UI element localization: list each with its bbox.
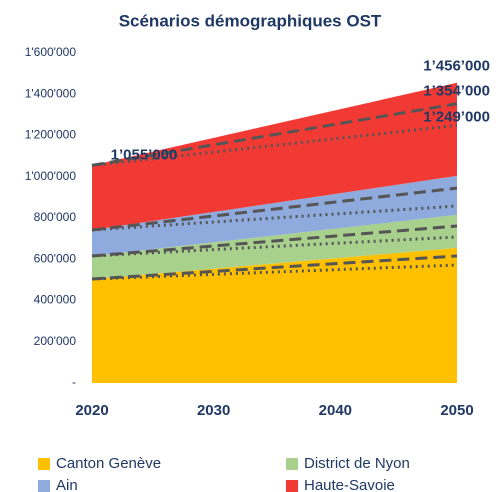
y-tick-label: -	[72, 375, 76, 389]
legend-swatch	[286, 480, 298, 492]
annotation: 1’354’000	[423, 83, 490, 100]
y-tick-label: 1'400'000	[25, 86, 77, 100]
area	[92, 247, 457, 383]
legend-swatch	[38, 480, 50, 492]
scenario-line	[91, 254, 458, 281]
x-tick-label: 2020	[75, 402, 108, 419]
legend-swatch	[286, 458, 298, 470]
scenario-line	[91, 204, 458, 232]
legend-label: Haute-Savoie	[304, 477, 395, 492]
y-tick-label: 600'000	[34, 251, 77, 265]
annotation: 1’456’000	[423, 58, 490, 75]
x-tick-label: 2040	[319, 402, 352, 419]
y-tick-label: 1'000'000	[25, 169, 77, 183]
x-tick-label: 2050	[440, 402, 473, 419]
scenario-line	[91, 102, 458, 167]
legend-label: Canton Genève	[56, 455, 161, 472]
y-tick-label: 1'600'000	[25, 45, 77, 59]
y-tick-label: 1'200'000	[25, 128, 77, 142]
area	[92, 175, 457, 256]
scenario-line	[91, 186, 458, 232]
annotation: 1’055’000	[111, 146, 178, 163]
y-tick-label: 400'000	[34, 293, 77, 307]
chart-title: Scénarios démographiques OST	[119, 11, 382, 30]
legend-label: District de Nyon	[304, 455, 410, 472]
legend-swatch	[38, 458, 50, 470]
scenario-line	[91, 123, 458, 167]
y-tick-label: 800'000	[34, 210, 77, 224]
y-tick-label: 200'000	[34, 334, 77, 348]
area	[92, 214, 457, 280]
annotation: 1’249’000	[423, 108, 490, 125]
scenario-line	[91, 224, 458, 258]
scenario-line	[91, 263, 458, 281]
x-tick-label: 2030	[197, 402, 230, 419]
scenario-line	[91, 235, 458, 258]
legend-label: Ain	[56, 477, 78, 492]
